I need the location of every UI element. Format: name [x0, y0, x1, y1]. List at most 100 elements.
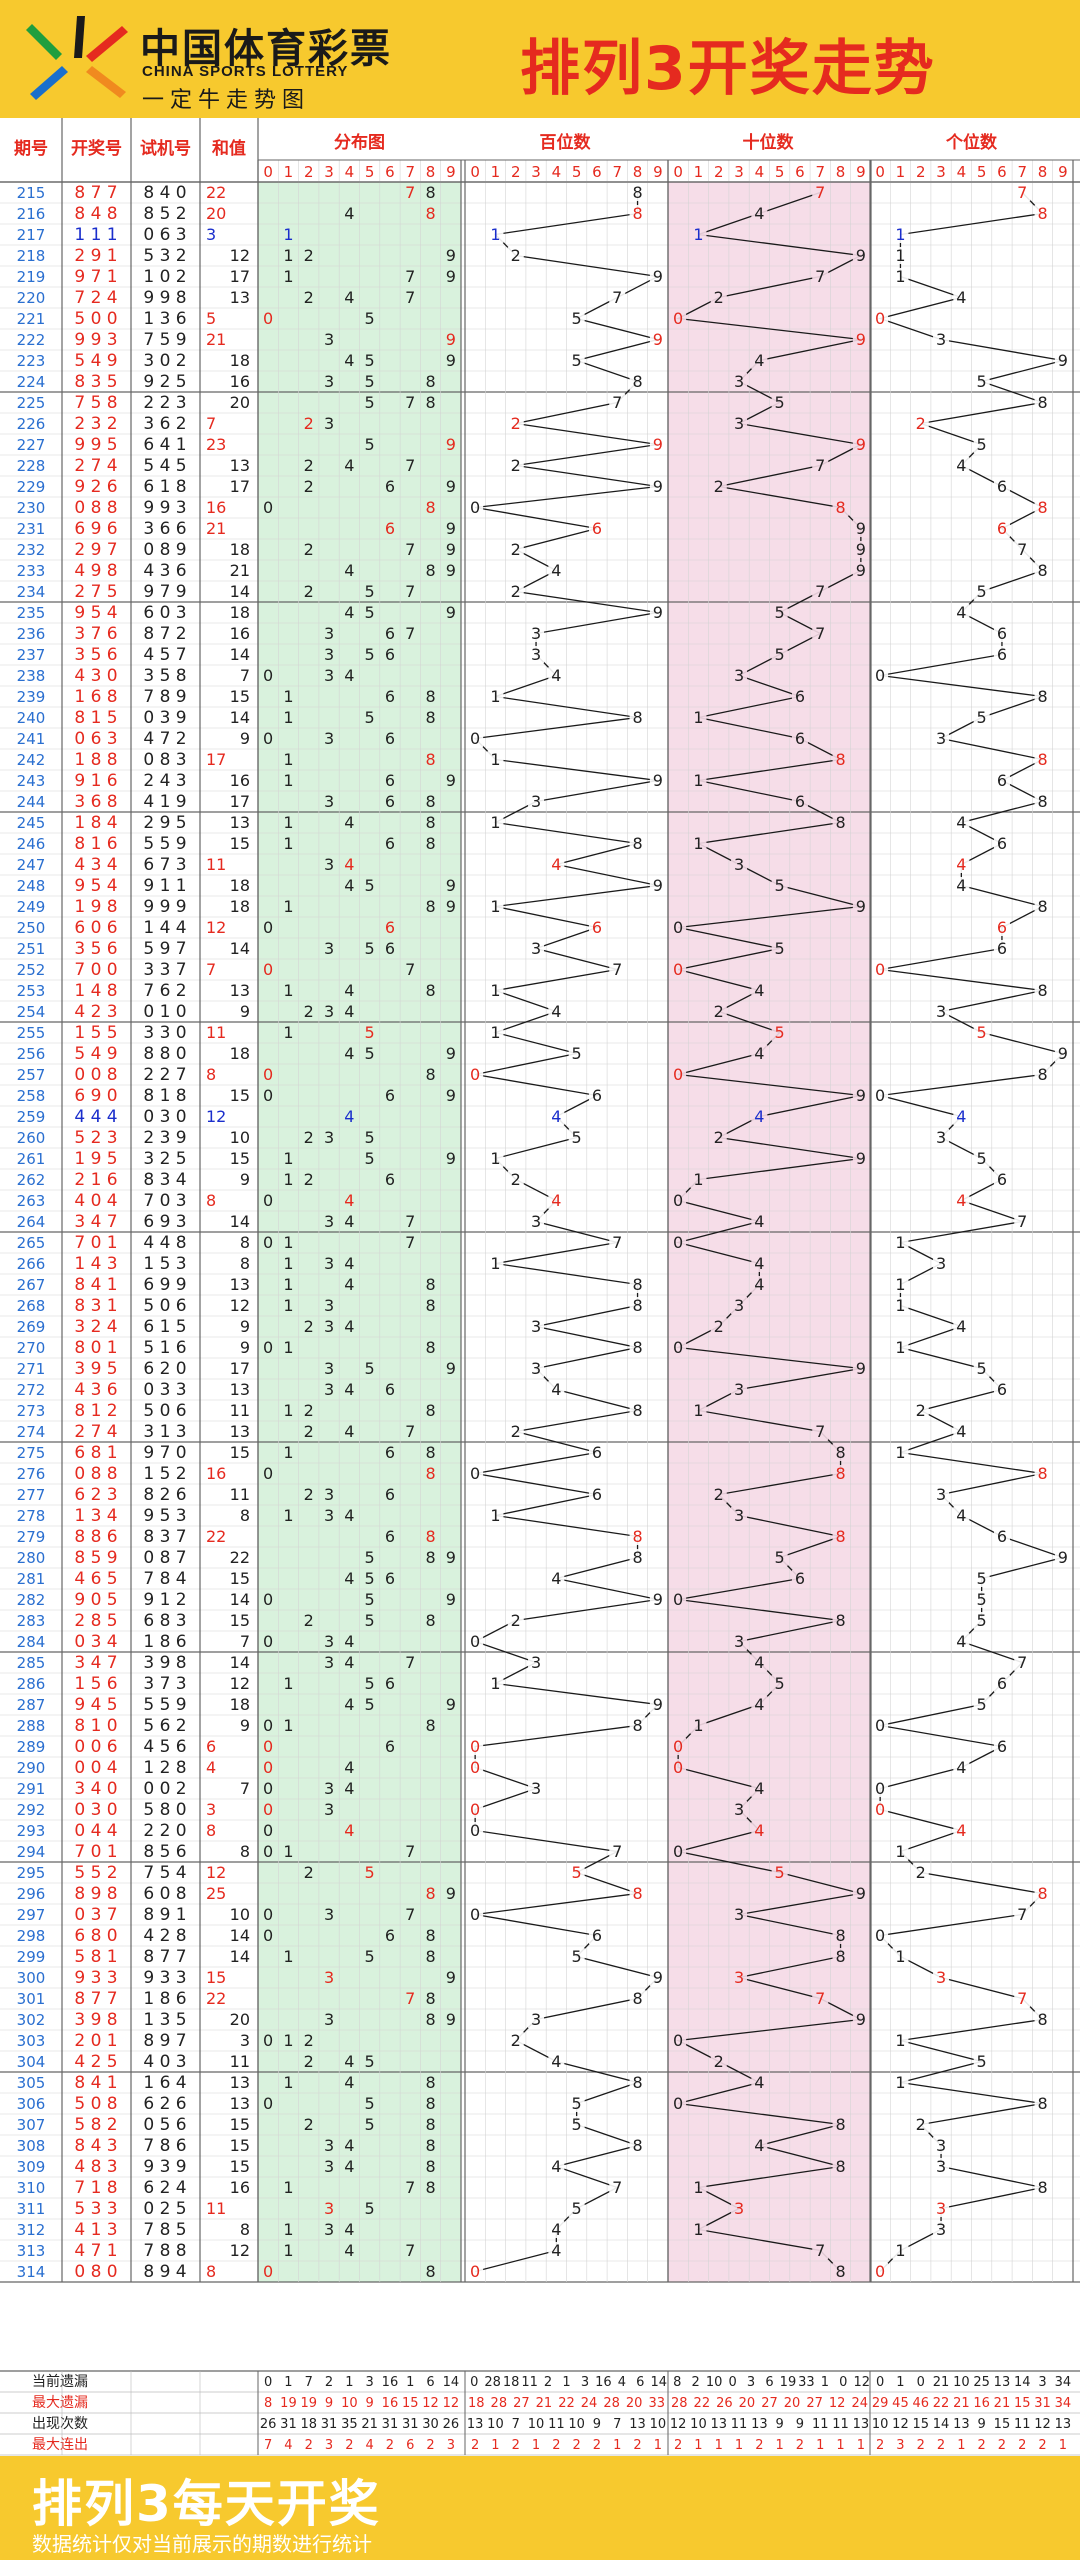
- digit-mask: [1034, 499, 1051, 516]
- test-number: 7 8 9: [143, 687, 186, 707]
- test-number: 7 6 2: [143, 981, 186, 1001]
- digit-mask: [1014, 1906, 1031, 1923]
- period-number: 273: [17, 1402, 46, 1420]
- position-digit: 7: [815, 2241, 825, 2260]
- position-digit: 2: [714, 288, 724, 307]
- draw-number: 2 0 1: [74, 2031, 117, 2051]
- distribution-digit: 9: [446, 876, 456, 895]
- distribution-digit: 0: [263, 2094, 273, 2113]
- distribution-digit: 9: [446, 561, 456, 580]
- period-number: 312: [17, 2221, 46, 2239]
- draw-number: 6 9 6: [74, 519, 117, 539]
- position-digit: 8: [632, 2073, 642, 2092]
- digit-mask: [933, 1255, 950, 1272]
- draw-number: 4 2 5: [74, 2052, 117, 2072]
- test-number: 1 5 3: [143, 1254, 186, 1274]
- sum-value: 12: [206, 1863, 226, 1882]
- distribution-digit: 4: [344, 1254, 354, 1273]
- stats-value: 2: [917, 2438, 925, 2453]
- distribution-digit: 1: [283, 1254, 293, 1273]
- digit-mask: [771, 940, 788, 957]
- distribution-digit: 8: [425, 1296, 435, 1315]
- sum-value: 14: [230, 645, 250, 664]
- digit-mask: [973, 1360, 990, 1377]
- digit-mask: [751, 2137, 768, 2154]
- distribution-digit: 2: [304, 288, 314, 307]
- draw-number: 4 6 5: [74, 1569, 117, 1589]
- digit-mask: [791, 793, 808, 810]
- distribution-digit: 9: [446, 246, 456, 265]
- distribution-digit: 8: [425, 1611, 435, 1630]
- stats-value: 2: [593, 2438, 601, 2453]
- test-number: 0 8 3: [143, 750, 186, 770]
- stats-label: 最大遗漏: [32, 2395, 88, 2411]
- stats-value: 4: [366, 2438, 374, 2453]
- test-number: 5 0 6: [143, 1296, 186, 1316]
- distribution-digit: 9: [446, 1149, 456, 1168]
- stats-value: 1: [562, 2375, 570, 2390]
- digit-header: 0: [470, 163, 480, 181]
- stats-value: 2: [937, 2438, 945, 2453]
- digit-mask: [973, 709, 990, 726]
- period-number: 257: [17, 1066, 46, 1084]
- sum-value: 20: [230, 2010, 250, 2029]
- distribution-digit: 7: [405, 624, 415, 643]
- stats-value: 21: [361, 2417, 378, 2432]
- digit-mask: [832, 2158, 849, 2175]
- distribution-digit: 0: [263, 1590, 273, 1609]
- stats-value: 6: [406, 2438, 414, 2453]
- digit-mask: [1034, 898, 1051, 915]
- test-number: 0 3 3: [143, 1380, 186, 1400]
- position-digit: 6: [997, 939, 1007, 958]
- stats-value: 22: [933, 2396, 950, 2411]
- distribution-digit: 2: [304, 1128, 314, 1147]
- digit-mask: [710, 2053, 727, 2070]
- digit-mask: [731, 1381, 748, 1398]
- digit-mask: [649, 331, 666, 348]
- digit-mask: [487, 1255, 504, 1272]
- stats-value: 11: [548, 2417, 565, 2432]
- distribution-digit: 4: [344, 561, 354, 580]
- digit-mask: [832, 1528, 849, 1545]
- position-digit: 7: [815, 183, 825, 202]
- sum-value: 7: [240, 1632, 250, 1651]
- stats-value: 2: [552, 2438, 560, 2453]
- digit-mask: [1034, 2095, 1051, 2112]
- position-digit: 8: [835, 813, 845, 832]
- distribution-digit: 0: [263, 1800, 273, 1819]
- digit-mask: [812, 184, 829, 201]
- distribution-digit: 0: [263, 1632, 273, 1651]
- digit-header: 7: [612, 163, 622, 181]
- sum-value: 17: [206, 750, 226, 769]
- test-number: 7 0 3: [143, 1191, 186, 1211]
- digit-mask: [993, 1381, 1010, 1398]
- sum-value: 9: [240, 1317, 250, 1336]
- draw-number: 5 2 3: [74, 1128, 117, 1148]
- test-number: 1 5 2: [143, 1464, 186, 1484]
- distribution-digit: 6: [385, 645, 395, 664]
- period-number: 228: [17, 457, 46, 475]
- test-number: 4 0 3: [143, 2052, 186, 2072]
- digit-mask: [852, 1360, 869, 1377]
- position-digit: 8: [1037, 687, 1047, 706]
- distribution-digit: 0: [263, 1758, 273, 1777]
- digit-mask: [771, 877, 788, 894]
- distribution-digit: 0: [263, 1779, 273, 1798]
- distribution-digit: 1: [283, 1674, 293, 1693]
- position-digit: 4: [754, 2136, 764, 2155]
- digit-mask: [670, 919, 687, 936]
- distribution-digit: 2: [304, 2031, 314, 2050]
- period-number: 260: [17, 1129, 46, 1147]
- position-digit: 4: [754, 1653, 764, 1672]
- position-digit: 3: [531, 645, 541, 664]
- period-number: 284: [17, 1633, 46, 1651]
- test-number: 7 8 8: [143, 2241, 186, 2261]
- position-digit: 3: [531, 939, 541, 958]
- distribution-digit: 9: [446, 351, 456, 370]
- distribution-digit: 8: [425, 897, 435, 916]
- stats-value: 28: [671, 2396, 688, 2411]
- position-digit: 2: [916, 1401, 926, 1420]
- sum-value: 4: [206, 1758, 216, 1777]
- stats-value: 10: [706, 2375, 723, 2390]
